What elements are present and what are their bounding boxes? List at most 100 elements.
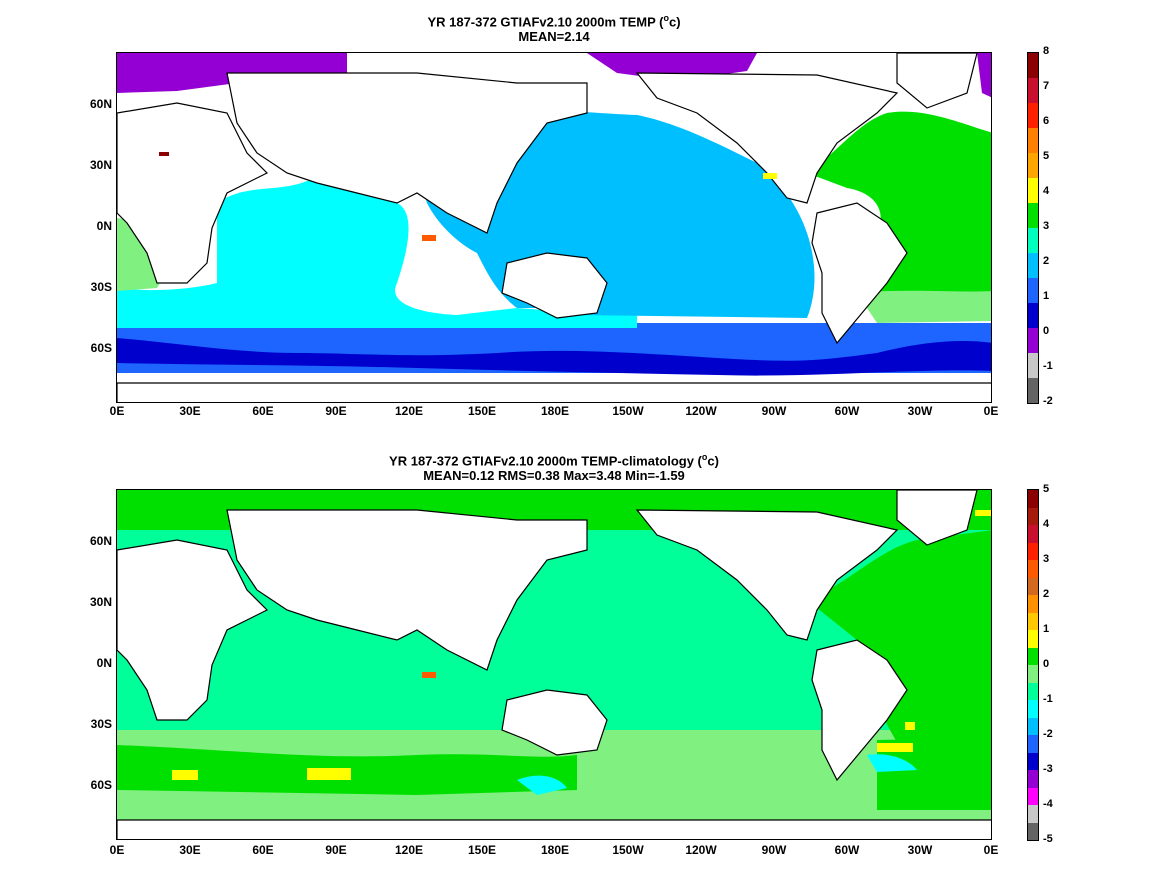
colorbar-swatch <box>1028 770 1038 788</box>
colorbar-swatch <box>1028 507 1038 525</box>
panel1-lat-label: 30N <box>89 158 112 172</box>
hotspot-mediterranean <box>159 152 169 156</box>
panel1-lon-label: 60E <box>252 404 274 418</box>
panel1-colorbar-tick: 1 <box>1043 290 1050 302</box>
panel2-map[interactable] <box>116 489 992 840</box>
colorbar-swatch <box>1028 822 1038 840</box>
panel1-unit-sup: o <box>663 13 669 23</box>
panel1-title: YR 187-372 GTIAFv2.10 2000m TEMP (oc) <box>116 10 992 30</box>
panel2-colorbar-tick: 1 <box>1043 623 1050 635</box>
atlantic-ocean <box>807 530 991 742</box>
panel1-lat-label: 0N <box>96 219 112 233</box>
panel2-colorbar <box>1027 489 1039 841</box>
south-america-land <box>811 639 908 782</box>
colorbar-swatch <box>1028 153 1038 178</box>
atlantic-ocean <box>807 111 991 318</box>
eurasia-land <box>226 72 588 234</box>
panel1-colorbar-tick: 7 <box>1043 80 1050 92</box>
panel2-lat-label: 0N <box>96 656 112 670</box>
colorbar-swatch <box>1028 128 1038 153</box>
panel1-lon-label: 120W <box>685 404 717 418</box>
colorbar-swatch <box>1028 328 1038 353</box>
indian-ocean <box>117 180 637 328</box>
panel1-lon-label: 60W <box>834 404 860 418</box>
land-masses <box>117 53 991 402</box>
panel2-colorbar-tick: -4 <box>1043 798 1053 810</box>
panel1-unit: c) <box>668 14 681 30</box>
panel1-map[interactable] <box>116 52 992 403</box>
panel2-lon-label: 0E <box>109 843 125 857</box>
north-america-land <box>635 72 899 204</box>
panel1-colorbar-tick: -1 <box>1043 360 1053 372</box>
south-atlantic-light <box>857 290 991 323</box>
panel2-lon-label: 0E <box>983 843 999 857</box>
panel2-unit: c) <box>707 453 719 469</box>
africa-land <box>117 539 269 721</box>
panel2-lon-label: 90E <box>325 843 347 857</box>
panel1-colorbar-tick: 2 <box>1043 255 1050 267</box>
colorbar-swatch <box>1028 700 1038 718</box>
colorbar-swatch <box>1028 303 1038 328</box>
colorbar-swatch <box>1028 682 1038 700</box>
africa-land <box>117 102 269 284</box>
panel2-colorbar-tick: -5 <box>1043 833 1053 845</box>
arctic-region <box>977 53 991 98</box>
colorbar-swatch <box>1028 490 1038 508</box>
panel2-lon-label: 150E <box>467 843 497 857</box>
colorbar-swatch <box>1028 805 1038 823</box>
hotspot-gulf <box>763 173 777 179</box>
hotspot-indonesia <box>422 235 436 241</box>
colorbar-swatch <box>1028 595 1038 613</box>
panel2-stats: MEAN=0.12 RMS=0.38 Max=3.48 Min=-1.59 <box>423 468 685 483</box>
panel1-stats: MEAN=2.14 <box>518 29 590 44</box>
panel2-colorbar-tick: -2 <box>1043 728 1053 740</box>
hotspot-indonesia <box>422 672 436 678</box>
colorbar-swatch <box>1028 560 1038 578</box>
panel2-colorbar-tick: 4 <box>1043 518 1050 530</box>
panel2-unit-sup: o <box>701 452 708 462</box>
panel2-lon-label: 60W <box>834 843 860 857</box>
panel1-lat-label: 60S <box>90 341 112 355</box>
colorbar-swatch <box>1028 228 1038 253</box>
panel2-colorbar-tick: 5 <box>1043 483 1050 495</box>
colorbar-swatch <box>1028 203 1038 228</box>
panel1-lon-label: 30W <box>907 404 933 418</box>
panel1-lon-label: 150W <box>612 404 644 418</box>
panel2-colorbar-tick: 3 <box>1043 553 1050 565</box>
panel1-lon-label: 90W <box>761 404 787 418</box>
hotspot-atlantic <box>905 722 915 730</box>
colorbar-swatch <box>1028 735 1038 753</box>
colorbar-swatch <box>1028 103 1038 128</box>
panel1-title-text: YR 187-372 GTIAFv2.10 2000m TEMP ( <box>427 14 664 30</box>
colorbar-swatch <box>1028 647 1038 665</box>
colorbar-swatch <box>1028 665 1038 683</box>
greenland-land <box>896 490 978 546</box>
panel1-colorbar-tick: 0 <box>1043 325 1050 337</box>
panel2-lat-label: 30S <box>90 717 112 731</box>
panel2-lon-label: 120W <box>685 843 717 857</box>
eurasia-land <box>226 509 588 671</box>
colorbar-swatch <box>1028 787 1038 805</box>
colorbar-swatch <box>1028 542 1038 560</box>
australia-land <box>501 689 608 756</box>
panel1-lon-label: 30E <box>179 404 201 418</box>
panel2-colorbar-tick: -1 <box>1043 693 1053 705</box>
hotspot-southern <box>172 770 198 780</box>
colorbar-swatch <box>1028 378 1038 403</box>
panel1-lon-label: 120E <box>394 404 424 418</box>
colorbar-swatch <box>1028 577 1038 595</box>
colorbar-swatch <box>1028 353 1038 378</box>
colorbar-swatch <box>1028 717 1038 735</box>
colorbar-swatch <box>1028 178 1038 203</box>
panel2-lon-label: 30E <box>179 843 201 857</box>
land-masses <box>117 490 991 839</box>
panel2-lon-label: 90W <box>761 843 787 857</box>
colorbar-swatch <box>1028 278 1038 303</box>
panel2-lat-label: 30N <box>89 595 112 609</box>
panel1-colorbar-tick: 8 <box>1043 45 1050 57</box>
panel1-lon-label: 180E <box>540 404 570 418</box>
panel2-lon-label: 30W <box>907 843 933 857</box>
panel1-lat-label: 30S <box>90 280 112 294</box>
panel1-colorbar-tick: -2 <box>1043 395 1053 407</box>
hotspot-atlantic <box>877 743 913 752</box>
